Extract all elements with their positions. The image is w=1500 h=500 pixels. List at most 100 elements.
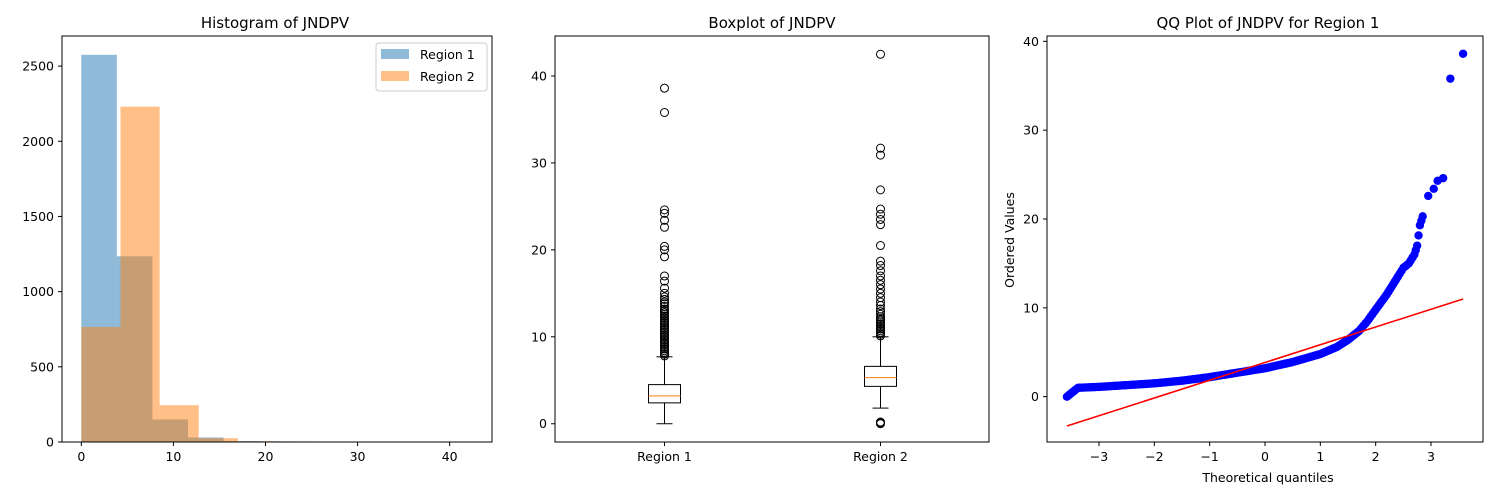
boxplot-outlier-region-2 <box>876 293 885 303</box>
boxplot-outlier-region-1 <box>660 222 669 232</box>
histogram-ytick-label: 0 <box>46 435 54 450</box>
boxplot-outlier-region-1 <box>660 108 669 118</box>
boxplot-outlier-region-2 <box>876 209 885 219</box>
qq-content <box>1062 49 1468 427</box>
boxplot-outlier-region-1 <box>660 283 669 293</box>
boxplot-outlier-region-2 <box>876 256 885 266</box>
boxplot-outlier-region-1 <box>660 205 669 215</box>
qq-point <box>1438 173 1448 183</box>
boxplot-outlier-region-1 <box>660 294 669 304</box>
qq-ylabel: Ordered Values <box>1002 192 1017 288</box>
boxplot-xtick-label: Region 1 <box>637 449 692 464</box>
boxplot-ytick-label: 30 <box>531 155 547 170</box>
boxplot-ytick-label: 20 <box>531 242 547 257</box>
histogram-xtick-label: 40 <box>442 449 458 464</box>
boxplot-outlier-region-2 <box>876 214 885 224</box>
boxplot-outlier-region-1 <box>660 276 669 286</box>
boxplot-outlier-region-2 <box>876 297 885 307</box>
boxplot-outlier-region-2 <box>876 185 885 195</box>
boxplot-outlier-region-2 <box>876 204 885 214</box>
boxplot-outlier-region-2 <box>876 220 885 230</box>
qq-point <box>1412 241 1422 250</box>
histogram-bar-2-1 <box>81 326 121 442</box>
boxplot-box-region-2 <box>864 365 897 387</box>
boxplot-ticks: Region 1 Region 2 0 10 20 30 40 <box>531 68 908 464</box>
histogram-bars <box>81 54 473 442</box>
qq-ytick-label: 40 <box>1023 34 1039 49</box>
qq-xtick-label: 3 <box>1427 449 1435 464</box>
boxplot-outlier-region-2 <box>876 307 885 317</box>
boxplot-outlier-region-2 <box>876 304 885 314</box>
boxplot-outlier-region-1 <box>660 301 669 311</box>
qq-xtick-label: −1 <box>1200 449 1218 464</box>
histogram-bar-2-4 <box>198 438 238 442</box>
boxplot-outlier-region-2 <box>876 288 885 298</box>
boxplot-outlier-region-2 <box>876 284 885 294</box>
histogram-ytick-label: 2500 <box>22 59 54 74</box>
legend-label-region-1: Region 1 <box>420 47 475 62</box>
qq-xtick-label: −3 <box>1090 449 1108 464</box>
histogram-axes-frame <box>61 35 493 443</box>
boxplot-outlier-region-2 <box>876 241 885 251</box>
histogram-xtick-label: 20 <box>258 449 274 464</box>
boxplot-outlier-region-2 <box>876 280 885 290</box>
qq-xtick-label: 0 <box>1261 449 1269 464</box>
boxplot-axes-frame <box>554 35 990 443</box>
qq-xtick-label: −2 <box>1145 449 1163 464</box>
histogram-xtick-label: 10 <box>165 449 181 464</box>
boxplot-outlier-region-1 <box>660 241 669 251</box>
boxplot-xtick-label: Region 2 <box>853 449 908 464</box>
boxplot-outlier-region-1 <box>660 83 669 93</box>
boxplot-title: Boxplot of JNDPV <box>708 14 836 32</box>
boxplot-content <box>648 49 897 429</box>
boxplot-outlier-region-2 <box>876 49 885 59</box>
qq-xtick-label: 2 <box>1372 449 1380 464</box>
boxplot-outlier-region-2 <box>876 417 885 427</box>
legend-label-region-2: Region 2 <box>420 69 475 84</box>
boxplot-ytick-label: 40 <box>531 68 547 83</box>
qq-point <box>1429 184 1438 194</box>
qq-xtick-label: 1 <box>1316 449 1324 464</box>
histogram-xtick-label: 30 <box>350 449 366 464</box>
histogram-ytick-label: 1000 <box>22 284 54 299</box>
boxplot-outlier-region-1 <box>660 252 669 262</box>
qq-point <box>1424 191 1433 201</box>
histogram-ytick-label: 1500 <box>22 209 54 224</box>
histogram-bar-2-3 <box>159 405 199 442</box>
histogram-title: Histogram of JNDPV <box>201 14 350 32</box>
boxplot-outlier-region-1 <box>660 304 669 314</box>
qq-axes-frame <box>1046 35 1484 443</box>
boxplot-ytick-label: 10 <box>531 329 547 344</box>
qq-ytick-label: 0 <box>1031 389 1039 404</box>
histogram-bar-2-2 <box>120 106 160 442</box>
histogram-xtick-label: 0 <box>77 449 85 464</box>
boxplot-outlier-region-2 <box>876 275 885 285</box>
boxplot-outlier-region-1 <box>660 215 669 225</box>
boxplot-outlier-region-1 <box>660 245 669 255</box>
boxplot-outlier-region-2 <box>876 309 885 319</box>
qq-point <box>1414 231 1423 240</box>
boxplot-ytick-label: 0 <box>539 416 547 431</box>
boxplot-outlier-region-1 <box>660 208 669 218</box>
boxplot-panel: Boxplot of JNDPV Region 1 Region 2 0 10 20 30… <box>531 14 990 464</box>
boxplot-outlier-region-2 <box>876 271 885 281</box>
qq-ytick-label: 20 <box>1023 212 1039 227</box>
boxplot-outlier-region-2 <box>876 143 885 153</box>
boxplot-outlier-region-1 <box>660 288 669 298</box>
boxplot-outlier-region-2 <box>876 150 885 160</box>
boxplot-outlier-region-2 <box>876 261 885 271</box>
qq-panel: QQ Plot of JNDPV for Region 1 −3 −2 −1 0 1 2 3… <box>1002 14 1484 485</box>
qq-point <box>1458 49 1468 58</box>
qq-ytick-label: 10 <box>1023 300 1039 315</box>
legend-swatch-region-1 <box>381 49 409 59</box>
boxplot-outlier-region-1 <box>660 292 669 302</box>
histogram-ticks: 0 10 20 30 40 0 500 1000 1500 2000 2500 <box>22 59 457 464</box>
qq-fit-line <box>1066 298 1464 427</box>
histogram-ytick-label: 2000 <box>22 134 54 149</box>
histogram-panel: Histogram of JNDPV 0 10 20 30 40 0 500 1000 1500… <box>22 14 493 464</box>
qq-point <box>1418 212 1427 221</box>
qq-xlabel: Theoretical quantiles <box>1201 470 1333 485</box>
boxplot-outlier-region-1 <box>660 297 669 307</box>
